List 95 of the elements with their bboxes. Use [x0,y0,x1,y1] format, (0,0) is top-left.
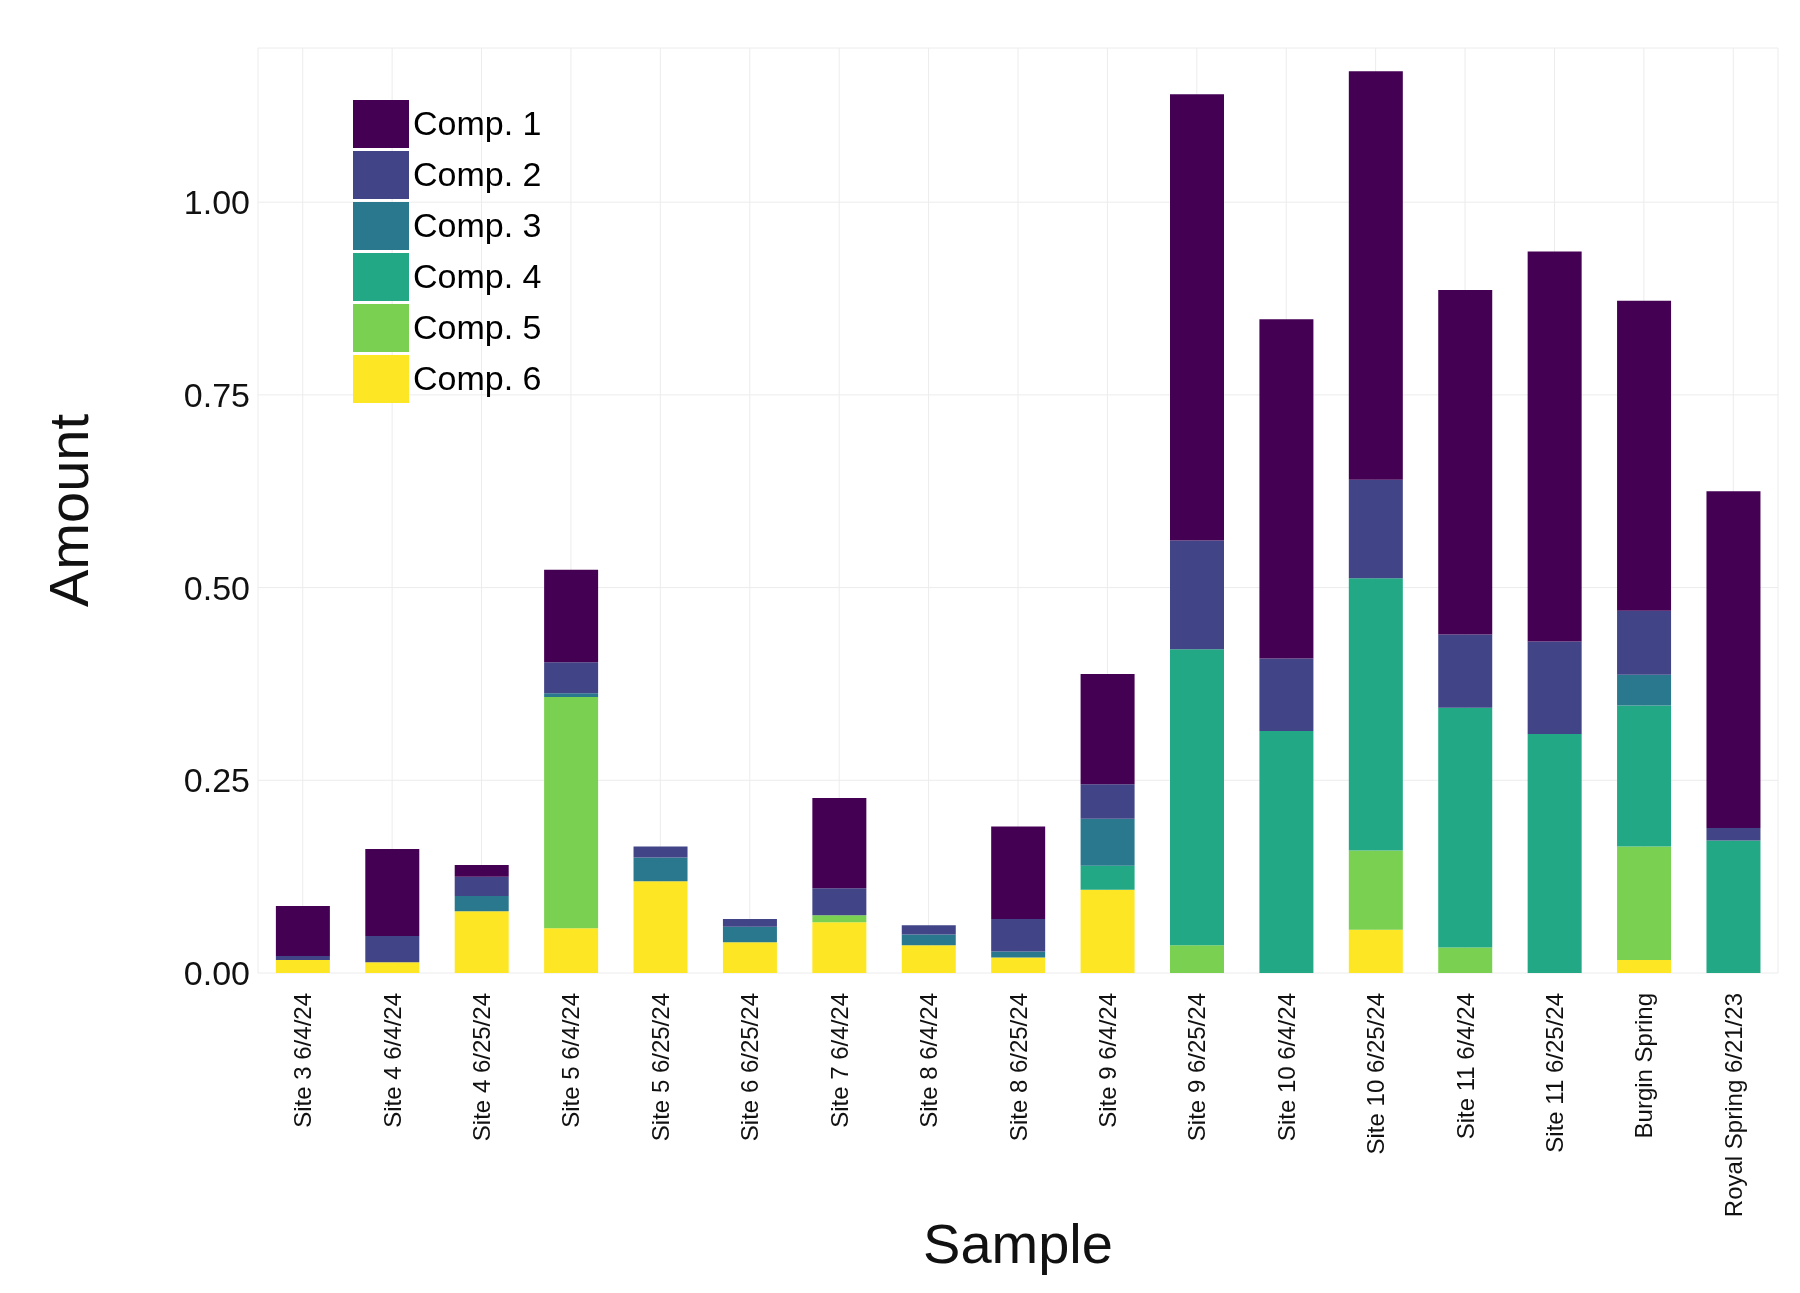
x-tick-label: Site 9 6/25/24 [1183,993,1211,1142]
legend-label: Comp. 3 [413,206,542,245]
bar [1348,479,1403,579]
x-tick-label: Burgin Spring [1630,993,1658,1139]
bar [901,925,956,935]
bar [1348,578,1403,851]
bar [1706,840,1761,973]
bar [991,826,1046,920]
bar [544,697,599,929]
x-tick-label: Site 9 6/4/24 [1093,993,1121,1128]
bar [633,857,688,882]
bar [365,936,420,963]
bar [991,919,1046,952]
bar [901,945,956,973]
y-tick-label: 0.25 [183,761,250,800]
bar [365,848,420,936]
bar [365,962,420,973]
bar [1617,674,1672,706]
bar [991,951,1046,958]
bar [633,846,688,858]
bar [1170,649,1224,946]
bar [1170,540,1224,650]
bar [1617,705,1672,847]
bar [454,895,509,912]
y-tick-label: 0.50 [183,568,250,607]
bar [722,926,777,943]
bar [544,662,599,694]
legend-label: Comp. 5 [413,308,542,347]
x-tick-label: Site 7 6/4/24 [825,993,853,1128]
bar [1706,828,1761,841]
bar [1259,658,1314,731]
bar [1348,929,1403,973]
x-tick-label: Site 4 6/25/24 [468,993,496,1142]
x-tick-label: Site 11 6/25/24 [1540,993,1568,1153]
bar [1617,300,1672,611]
x-tick-label: Site 10 6/4/24 [1272,993,1300,1142]
bar [1617,959,1672,973]
bar [275,956,330,960]
bar [275,959,330,973]
bar [1438,947,1493,973]
bar [1527,734,1582,973]
bar [812,922,867,973]
bar [1348,850,1403,930]
bar [275,905,330,957]
x-tick-label: Site 5 6/25/24 [646,993,674,1142]
bar [1527,641,1582,735]
bar [454,876,509,896]
legend-label: Comp. 6 [413,359,542,398]
y-tick-label: 0.75 [183,375,250,414]
bar [991,957,1046,973]
bar [1348,71,1403,480]
bar [1527,251,1582,642]
y-axis-title: Amount [36,413,100,607]
bar [812,915,867,923]
x-tick-label: Site 4 6/4/24 [378,993,406,1128]
bar [1617,610,1672,675]
x-tick-label: Site 11 6/4/24 [1451,993,1479,1140]
bar [1617,846,1672,960]
bar [1259,730,1314,973]
bar [544,693,599,698]
x-tick-label: Site 8 6/4/24 [915,993,943,1128]
bar [1438,634,1493,708]
bar [722,942,777,973]
y-tick-label: 0.00 [183,954,250,993]
y-tick-label: 1.00 [183,183,250,222]
x-tick-label: Site 8 6/25/24 [1004,993,1032,1142]
bar [1080,784,1135,819]
x-tick-label: Site 10 6/25/24 [1362,993,1390,1155]
bar [722,919,777,927]
x-tick-label: Site 5 6/4/24 [557,993,585,1128]
bar [1080,889,1135,973]
bar [454,865,509,877]
bar [1080,673,1135,785]
bar [1080,818,1135,866]
bar [1170,945,1224,973]
bar [544,569,599,663]
bar [1259,319,1314,659]
bar [1706,491,1761,829]
bar [544,928,599,973]
x-tick-label: Site 3 6/4/24 [289,993,317,1128]
bar [812,798,867,889]
bar [454,911,509,973]
x-tick-label: Royal Spring 6/21/23 [1719,993,1747,1218]
bar [1438,290,1493,635]
x-axis-title: Sample [923,1212,1113,1275]
bar [633,881,688,973]
bar [1438,707,1493,948]
bar [812,888,867,916]
legend-label: Comp. 4 [413,257,542,296]
bar [901,934,956,946]
bar [1170,94,1224,541]
legend-label: Comp. 2 [413,155,542,194]
x-tick-label: Site 6 6/25/24 [736,993,764,1142]
bar [1080,865,1135,890]
legend-label: Comp. 1 [413,104,542,143]
